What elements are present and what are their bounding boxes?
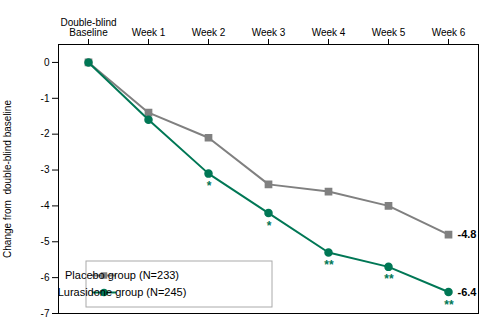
- svg-text:Week 1: Week 1: [132, 27, 166, 38]
- svg-text:-2: -2: [41, 128, 50, 139]
- svg-text:Double-blindBaseline: Double-blindBaseline: [60, 17, 116, 38]
- svg-text:**: **: [324, 258, 335, 272]
- svg-text:*: *: [206, 179, 212, 193]
- svg-text:Lurasidone group (N=245): Lurasidone group (N=245): [58, 286, 187, 298]
- svg-text:-7: -7: [41, 308, 50, 319]
- svg-text:Placebo group (N=233): Placebo group (N=233): [65, 269, 179, 281]
- svg-text:-6.4: -6.4: [458, 286, 478, 298]
- svg-text:-6: -6: [41, 272, 50, 283]
- svg-text:-1: -1: [41, 93, 50, 104]
- svg-text:Week 3: Week 3: [252, 27, 286, 38]
- svg-text:-4: -4: [41, 200, 50, 211]
- svg-text:*: *: [266, 219, 272, 233]
- svg-text:Week 6: Week 6: [432, 27, 466, 38]
- svg-text:Week 5: Week 5: [372, 27, 406, 38]
- svg-text:**: **: [444, 298, 455, 312]
- svg-text:-3: -3: [41, 164, 50, 175]
- svg-text:0: 0: [44, 57, 50, 68]
- svg-text:Week 2: Week 2: [192, 27, 226, 38]
- svg-text:Week 4: Week 4: [312, 27, 346, 38]
- svg-text:-4.8: -4.8: [458, 228, 477, 240]
- svg-text:**: **: [384, 272, 395, 286]
- svg-text:-5: -5: [41, 236, 50, 247]
- svg-text:Change from double-blind base: Change from double-blind baseline: [2, 100, 13, 258]
